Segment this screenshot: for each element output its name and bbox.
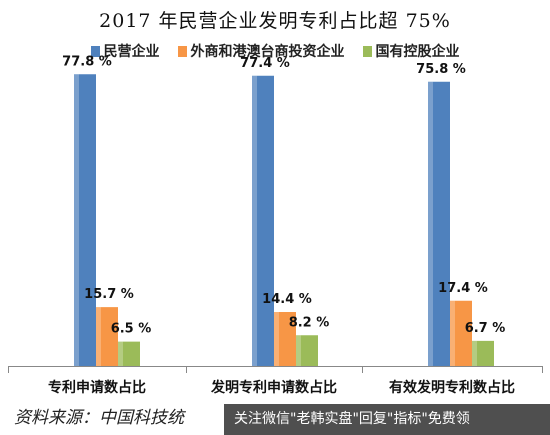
bar-foreign: [450, 300, 472, 366]
bar-highlight-private: [74, 74, 79, 366]
bar-state: [118, 341, 140, 366]
legend-swatch-state: [362, 45, 372, 57]
bar-state: [472, 340, 494, 366]
watermark-banner: 关注微信"老韩实盘"回复"指标"免费领: [224, 404, 550, 435]
legend: 民营企业 外商和港澳台商投资企业 国有控股企业: [0, 41, 550, 61]
category-label: 专利申请数占比: [48, 379, 146, 396]
bar-highlight-private: [252, 75, 257, 366]
source-note: 资料来源：中国科技统: [14, 408, 184, 428]
bar-state: [296, 335, 318, 366]
bar-highlight-foreign: [96, 307, 101, 366]
bar-highlight-foreign: [274, 312, 279, 366]
bar-highlight-foreign: [450, 300, 455, 366]
bar-highlight-state: [296, 335, 301, 366]
legend-label-private: 民营企业: [103, 44, 160, 60]
data-label-private: 75.8 %: [416, 62, 466, 77]
bar-foreign: [96, 307, 118, 366]
bar-highlight-state: [472, 340, 477, 366]
legend-item-state: 国有控股企业: [362, 41, 460, 61]
legend-label-state: 国有控股企业: [375, 44, 460, 60]
bar-highlight-state: [118, 341, 123, 366]
legend-swatch-private: [90, 45, 100, 57]
bar-private: [252, 75, 274, 366]
data-label-state: 6.7 %: [465, 321, 506, 336]
legend-item-private: 民营企业: [90, 41, 160, 61]
legend-label-foreign: 外商和港澳台商投资企业: [190, 44, 345, 60]
bar-private: [428, 81, 450, 366]
data-label-private: 77.8 %: [62, 54, 112, 69]
category-label: 有效发明专利数占比: [389, 379, 515, 396]
legend-swatch-foreign: [177, 45, 187, 57]
data-label-foreign: 15.7 %: [84, 287, 134, 302]
data-label-private: 77.4 %: [240, 56, 290, 71]
bar-highlight-private: [428, 81, 433, 366]
legend-item-foreign: 外商和港澳台商投资企业: [177, 41, 345, 61]
data-label-foreign: 17.4 %: [438, 281, 488, 296]
data-label-state: 6.5 %: [111, 322, 152, 337]
data-label-state: 8.2 %: [289, 315, 330, 330]
category-label: 发明专利申请数占比: [210, 379, 337, 396]
bar-foreign: [274, 312, 296, 366]
chart-title: 2017 年民营企业发明专利占比超 75%: [99, 10, 451, 32]
data-label-foreign: 14.4 %: [262, 292, 312, 307]
bar-private: [74, 74, 96, 366]
